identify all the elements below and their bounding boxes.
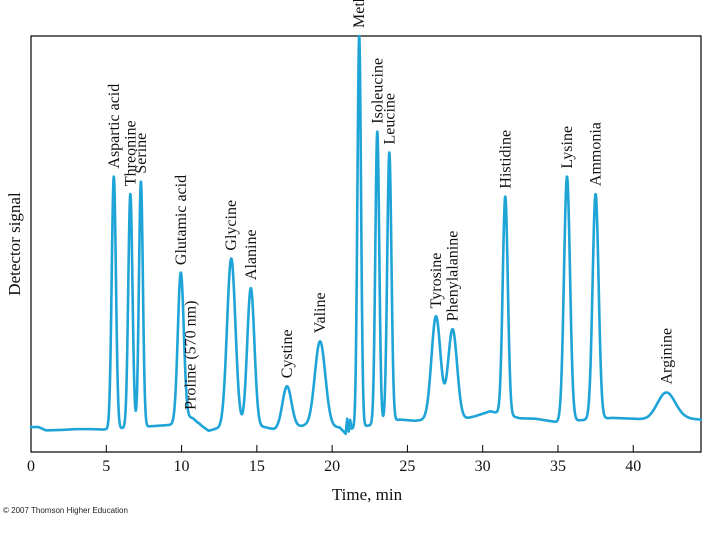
- x-tick-label: 15: [249, 458, 265, 475]
- peak-label: Valine: [312, 292, 329, 333]
- peak-label: Methionine: [351, 0, 368, 28]
- peak-label: Alanine: [243, 229, 260, 280]
- x-tick-label: 35: [550, 458, 566, 475]
- x-tick-label: 10: [174, 458, 190, 475]
- peak-label: Glycine: [223, 200, 240, 251]
- peak-label: Isoleucine: [369, 58, 386, 124]
- peak-label: Histidine: [497, 130, 514, 189]
- y-axis-title: Detector signal: [5, 192, 24, 296]
- peak-label: Leucine: [381, 93, 398, 145]
- x-tick-label: 30: [475, 458, 491, 475]
- x-tick-label: 40: [625, 458, 641, 475]
- peak-label: Arginine: [658, 328, 675, 385]
- peak-label: Glutamic acid: [173, 175, 190, 265]
- peak-label: Cystine: [279, 329, 296, 378]
- x-tick-label: 5: [102, 458, 110, 475]
- x-axis-tick-labels: 0 5 10 15 20 25 30 35 40: [27, 458, 641, 475]
- peak-label: Lysine: [559, 126, 576, 169]
- x-tick-label: 0: [27, 458, 35, 475]
- peak-label: Threonine: [122, 120, 139, 186]
- peak-label: Ammonia: [588, 122, 605, 186]
- peak-label: Proline (570 nm): [183, 301, 200, 410]
- x-axis-ticks: [30, 445, 634, 452]
- copyright-credit: © 2007 Thomson Higher Education: [3, 506, 128, 515]
- x-axis-title: Time, min: [332, 485, 403, 504]
- peak-label: Phenylalanine: [445, 231, 462, 322]
- plot-frame: [30, 35, 702, 453]
- peak-label: Serine: [133, 133, 150, 174]
- peak-label: Aspartic acid: [106, 84, 123, 169]
- peak-label: Tyrosine: [428, 253, 445, 309]
- chromatogram-trace: [29, 34, 703, 435]
- x-tick-label: 25: [399, 458, 415, 475]
- x-tick-label: 20: [324, 458, 340, 475]
